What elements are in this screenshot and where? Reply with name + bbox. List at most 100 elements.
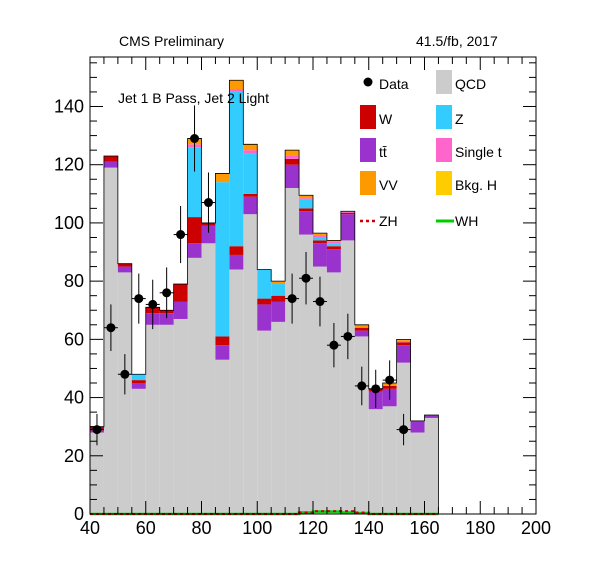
bar-vv-17 [326, 240, 341, 242]
bar-z-11 [243, 153, 258, 194]
legend-label-wh: WH [455, 213, 478, 229]
y-tick-label-3: 60 [64, 329, 84, 349]
bar-qcd-21 [382, 406, 397, 514]
bar-vv-14 [285, 150, 300, 156]
bar-qcd-19 [354, 336, 369, 514]
bar-w-18 [340, 212, 355, 215]
data-point-9 [287, 294, 297, 304]
bar-w-19 [354, 327, 369, 331]
bar-vv-9 [215, 173, 230, 183]
bar-z-9 [215, 182, 230, 337]
legend-swatch-w [360, 105, 376, 129]
data-point-5 [162, 288, 172, 298]
x-tick-label-5: 140 [354, 518, 384, 538]
x-tick-label-7: 180 [465, 518, 495, 538]
y-tick-label-2: 40 [64, 388, 84, 408]
legend-label-data: Data [379, 76, 409, 92]
y-tick-label-0: 0 [74, 504, 84, 524]
bar-qcd-24 [424, 417, 439, 514]
x-tick-label-3: 100 [242, 518, 272, 538]
legend-label-qcd: QCD [455, 76, 486, 92]
data-point-6 [176, 230, 186, 240]
bar-w-11 [243, 193, 258, 197]
legend-swatch-tt- [360, 138, 376, 162]
data-point-13 [343, 331, 353, 341]
legend-label-z: Z [455, 111, 464, 127]
data-point-15 [371, 384, 381, 394]
data-point-16 [385, 375, 395, 385]
bar-t-bar-t--16 [313, 243, 327, 267]
bar-t-bar-t--7 [187, 243, 202, 258]
bar-single-t-10 [229, 89, 244, 92]
bar-qcd-16 [313, 266, 327, 514]
bar-single-t-11 [243, 150, 258, 154]
y-tick-label-1: 20 [64, 446, 84, 466]
legend-label-w: W [379, 111, 393, 127]
data-point-2 [120, 369, 130, 379]
y-tick-label-7: 140 [54, 96, 84, 116]
bar-w-15 [299, 208, 313, 212]
data-point-4 [148, 299, 158, 309]
bar-t-bar-t--23 [410, 420, 425, 433]
bar-qcd-15 [299, 234, 313, 514]
legend-label-vv: VV [379, 177, 398, 193]
bar-qcd-14 [285, 187, 300, 515]
stack-bars [89, 79, 536, 515]
bar-w-3 [131, 380, 146, 384]
x-tick-label-6: 160 [409, 518, 439, 538]
bar-w-7 [187, 217, 202, 244]
y-tick-label-5: 100 [54, 213, 84, 233]
bar-qcd-6 [173, 318, 188, 514]
bar-t-bar-t--5 [159, 313, 174, 325]
bar-qcd-8 [201, 243, 216, 514]
bar-t-bar-t--1 [103, 161, 118, 168]
bar-qcd-18 [340, 240, 355, 514]
bar-t-bar-t--15 [299, 211, 313, 235]
bar-qcd-10 [229, 269, 244, 514]
data-point-11 [315, 297, 325, 307]
data-point-14 [357, 381, 367, 391]
bar-t-bar-t--18 [340, 214, 355, 241]
bar-vv-13 [271, 281, 286, 285]
legend-label-zh: ZH [379, 213, 398, 229]
bar-single-t-22 [396, 340, 411, 343]
legend-swatch-vv [360, 171, 376, 195]
bar-w-10 [229, 246, 244, 255]
data-point-8 [203, 198, 213, 208]
bar-z-10 [229, 91, 244, 247]
legend-marker-data [363, 77, 373, 87]
data-point-0 [92, 425, 102, 435]
x-tick-label-1: 60 [136, 518, 156, 538]
bar-z-16 [313, 237, 327, 241]
bar-t-bar-t--9 [215, 345, 230, 360]
data-point-3 [134, 294, 144, 304]
legend-swatch-single-t [436, 138, 452, 162]
bar-w-17 [326, 246, 341, 250]
data-point-10 [301, 273, 311, 283]
x-tick-label-0: 40 [80, 518, 100, 538]
bar-vv-22 [396, 339, 411, 341]
bar-qcd-9 [215, 359, 230, 514]
bar-z-3 [131, 374, 146, 381]
x-tick-label-4: 120 [298, 518, 328, 538]
data-points [90, 105, 411, 446]
bar-t-bar-t--13 [271, 301, 286, 322]
bar-z-7 [187, 147, 202, 218]
bar-t-bar-t--19 [354, 330, 369, 337]
bar-t-bar-t--8 [201, 225, 216, 244]
bar-w-16 [313, 240, 327, 244]
bar-qcd-17 [326, 272, 341, 514]
legend-swatch-z [436, 105, 452, 129]
bar-single-t-18 [340, 211, 355, 213]
legend-swatch-bkg-h [436, 171, 452, 195]
bar-t-bar-t--3 [131, 383, 146, 389]
bar-qcd-0 [90, 432, 104, 514]
bar-qcd-12 [257, 330, 272, 514]
bar-z-15 [299, 199, 313, 209]
bar-w-1 [103, 155, 118, 162]
chart-title-right: 41.5/fb, 2017 [416, 33, 498, 49]
bar-z-13 [271, 284, 286, 296]
x-tick-label-2: 80 [191, 518, 211, 538]
bar-qcd-13 [271, 321, 286, 514]
